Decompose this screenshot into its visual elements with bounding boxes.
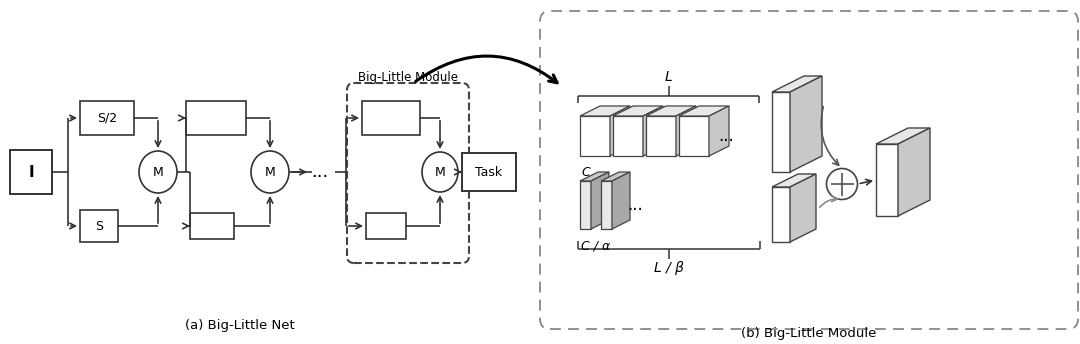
- Text: S: S: [95, 219, 103, 233]
- Polygon shape: [580, 181, 591, 229]
- Text: C: C: [581, 166, 590, 179]
- Polygon shape: [789, 174, 816, 242]
- Text: (b) Big-Little Module: (b) Big-Little Module: [741, 327, 877, 341]
- Polygon shape: [613, 116, 643, 156]
- Circle shape: [826, 169, 858, 200]
- Text: M: M: [434, 165, 445, 179]
- Polygon shape: [772, 174, 816, 187]
- Polygon shape: [676, 106, 696, 156]
- Polygon shape: [591, 172, 609, 229]
- Polygon shape: [772, 76, 822, 92]
- Bar: [462, 153, 516, 191]
- Text: ...: ...: [718, 127, 733, 145]
- Text: (a) Big-Little Net: (a) Big-Little Net: [185, 320, 295, 333]
- Polygon shape: [876, 144, 897, 216]
- Bar: [186, 101, 246, 135]
- Polygon shape: [580, 106, 630, 116]
- Polygon shape: [600, 181, 612, 229]
- Polygon shape: [772, 187, 789, 242]
- Bar: [80, 101, 134, 135]
- Text: M: M: [152, 165, 163, 179]
- Polygon shape: [679, 106, 729, 116]
- Bar: [190, 213, 234, 239]
- Text: C / α: C / α: [581, 239, 610, 252]
- Text: Task: Task: [475, 165, 502, 179]
- Polygon shape: [580, 172, 609, 181]
- Polygon shape: [679, 116, 708, 156]
- Polygon shape: [646, 116, 676, 156]
- Text: Big-Little Module: Big-Little Module: [357, 71, 458, 84]
- Text: M: M: [265, 165, 275, 179]
- FancyBboxPatch shape: [540, 11, 1078, 329]
- Polygon shape: [600, 172, 630, 181]
- Text: ...: ...: [627, 196, 643, 214]
- Text: I: I: [28, 164, 33, 180]
- Polygon shape: [646, 106, 696, 116]
- Polygon shape: [580, 116, 610, 156]
- Text: L: L: [664, 70, 673, 84]
- Polygon shape: [876, 128, 930, 144]
- Text: ...: ...: [311, 163, 328, 181]
- FancyBboxPatch shape: [347, 83, 469, 263]
- Bar: [80, 210, 118, 242]
- Polygon shape: [772, 92, 789, 172]
- Polygon shape: [897, 128, 930, 216]
- Bar: [10, 150, 52, 194]
- Polygon shape: [613, 106, 663, 116]
- Polygon shape: [612, 172, 630, 229]
- Ellipse shape: [251, 151, 289, 193]
- Text: S/2: S/2: [97, 111, 117, 125]
- Ellipse shape: [422, 152, 458, 192]
- Bar: [366, 213, 406, 239]
- Bar: [362, 101, 420, 135]
- Text: L / β: L / β: [654, 261, 684, 275]
- Polygon shape: [643, 106, 663, 156]
- Polygon shape: [789, 76, 822, 172]
- Ellipse shape: [139, 151, 177, 193]
- Polygon shape: [610, 106, 630, 156]
- Polygon shape: [708, 106, 729, 156]
